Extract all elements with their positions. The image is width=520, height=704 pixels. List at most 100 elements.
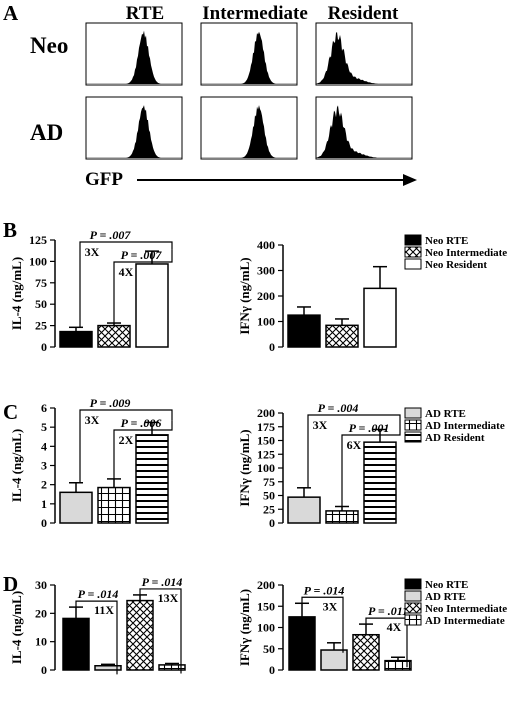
y-tick-label: 400 <box>257 238 275 252</box>
p-value-label: P = .006 <box>121 416 162 430</box>
legend-label: Neo RTE <box>425 579 468 591</box>
significance-annotation: P = .004 3X <box>307 401 401 488</box>
y-axis-label: IFNγ (ng/mL) <box>237 257 252 334</box>
bar <box>126 599 154 671</box>
bar <box>135 434 169 524</box>
significance-bracket <box>113 249 173 324</box>
chart-c-left: 0 1 2 3 4 5 6 IL-4 (ng/mL) P = .009 3X P = .006 2X <box>9 396 173 530</box>
histogram-neo-resident <box>315 22 413 86</box>
p-value-label: P = .014 <box>304 583 345 597</box>
histogram-frame <box>85 22 183 86</box>
bar <box>59 491 93 524</box>
p-value-label: P = .001 <box>349 421 390 435</box>
p-value-label: P = .011 <box>368 604 408 618</box>
bar <box>325 510 359 524</box>
y-tick-label: 175 <box>257 420 275 434</box>
legend-label: AD RTE <box>425 408 466 420</box>
y-tick-label: 50 <box>35 297 47 311</box>
bar <box>325 324 359 348</box>
legend-swatch <box>404 246 422 258</box>
bar <box>97 324 131 348</box>
legend-label: Neo Intermediate <box>425 247 507 259</box>
histogram-ad-intermediate <box>200 96 298 160</box>
significance-bracket <box>365 617 408 668</box>
significance-annotation: P = .001 6X <box>341 421 401 507</box>
bar <box>320 649 348 671</box>
y-tick-label: 100 <box>257 461 275 475</box>
y-tick-label: 50 <box>263 642 275 656</box>
significance-bracket <box>139 588 182 674</box>
y-tick-label: 1 <box>41 497 47 511</box>
y-tick-label: 0 <box>269 516 275 530</box>
panel-a: A RTE Intermediate Resident Neo AD GFP <box>3 1 417 190</box>
y-axis-label: IL-4 (ng/mL) <box>9 429 24 502</box>
legend-label: AD RTE <box>425 591 466 603</box>
legend-label: Neo RTE <box>425 235 468 247</box>
y-tick-label: 10 <box>35 635 47 649</box>
significance-bracket <box>75 600 118 675</box>
y-tick-label: 200 <box>257 406 275 420</box>
p-value-label: P = .007 <box>121 248 163 262</box>
y-tick-label: 125 <box>257 447 275 461</box>
y-axis-label: IL-4 (ng/mL) <box>9 591 24 664</box>
y-axis-label: IFNγ (ng/mL) <box>237 429 252 506</box>
y-tick-label: 6 <box>41 401 47 415</box>
y-tick-label: 150 <box>257 434 275 448</box>
y-tick-label: 3 <box>41 459 47 473</box>
legend-swatch <box>404 590 422 602</box>
y-tick-label: 30 <box>35 578 47 592</box>
fold-change-label: 4X <box>119 265 134 279</box>
legend-label: Neo Intermediate <box>425 603 507 615</box>
y-tick-label: 0 <box>41 516 47 530</box>
bar <box>288 616 316 671</box>
gfp-arrow-head <box>403 174 417 186</box>
histogram-fill <box>316 31 412 85</box>
histogram-grid <box>85 22 413 160</box>
bar <box>352 633 380 671</box>
panel-letter-d: D <box>3 572 18 596</box>
y-tick-label: 200 <box>257 578 275 592</box>
significance-bracket <box>307 414 401 488</box>
legend-swatch <box>404 602 422 614</box>
significance-annotation: P = .009 3X <box>79 396 173 483</box>
fold-change-label: 4X <box>387 620 402 634</box>
histogram-neo-intermediate <box>200 22 298 86</box>
legend-swatch <box>404 258 422 270</box>
legend-swatch <box>404 431 422 443</box>
y-tick-label: 0 <box>269 340 275 354</box>
bar <box>287 496 321 524</box>
significance-bracket <box>113 420 173 479</box>
significance-bracket <box>79 241 173 328</box>
bar <box>62 617 90 671</box>
legend-label: Neo Resident <box>425 259 487 271</box>
significance-annotation: P = .014 13X <box>139 575 182 674</box>
fold-change-label: 3X <box>313 418 328 432</box>
panel-letter-a: A <box>3 1 19 25</box>
significance-bracket <box>341 427 401 507</box>
bar <box>363 287 397 348</box>
y-tick-label: 75 <box>263 475 275 489</box>
chart-d-left: 0 10 20 30 IL-4 (ng/mL) P = .014 11X P = .014 13… <box>9 575 186 677</box>
legend-swatch <box>404 614 422 626</box>
fold-change-label: 11X <box>94 603 114 617</box>
p-value-label: P = .014 <box>78 587 119 601</box>
legend-swatch <box>404 407 422 419</box>
fold-change-label: 2X <box>119 433 134 447</box>
row-label-ad: AD <box>30 120 63 145</box>
bar <box>363 441 397 524</box>
p-value-label: P = .007 <box>90 228 132 242</box>
legend-label: AD Resident <box>425 432 485 444</box>
legend-label: AD Intermediate <box>425 420 505 432</box>
p-value-label: P = .009 <box>90 396 131 410</box>
significance-annotation: P = .006 2X <box>113 416 173 479</box>
y-tick-label: 100 <box>29 254 47 268</box>
fold-change-label: 3X <box>85 413 100 427</box>
row-label-neo: Neo <box>30 33 68 58</box>
significance-annotation: P = .014 3X <box>301 583 345 653</box>
bar <box>135 263 169 348</box>
